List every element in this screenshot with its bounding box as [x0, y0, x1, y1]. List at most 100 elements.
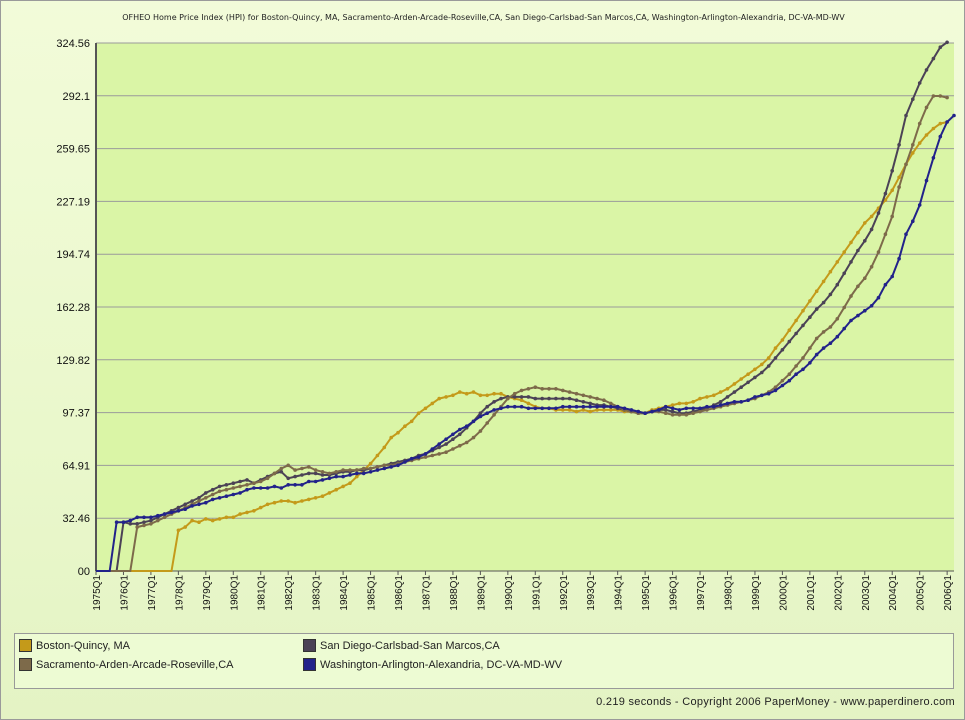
data-point-washington-arlington-alexandria-dc-va-md-wv: [114, 520, 119, 524]
data-point-boston-quincy-ma: [368, 461, 373, 466]
data-point-sacramento-arden-arcade-roseville-ca: [794, 364, 798, 368]
data-point-sacramento-arden-arcade-roseville-ca: [567, 390, 572, 394]
data-point-sacramento-arden-arcade-roseville-ca: [458, 443, 462, 448]
legend-item-san-diego: San Diego-Carlsbad-San Marcos,CA: [303, 639, 500, 652]
data-point-washington-arlington-alexandria-dc-va-md-wv: [609, 404, 613, 409]
data-point-boston-quincy-ma: [842, 250, 846, 254]
x-tick-label: 1998Q1: [723, 575, 734, 611]
data-point-boston-quincy-ma: [210, 518, 215, 523]
data-point-boston-quincy-ma: [252, 509, 256, 513]
data-point-washington-arlington-alexandria-dc-va-md-wv: [396, 463, 400, 468]
data-point-washington-arlington-alexandria-dc-va-md-wv: [451, 432, 455, 437]
data-point-washington-arlington-alexandria-dc-va-md-wv: [313, 479, 318, 484]
data-point-washington-arlington-alexandria-dc-va-md-wv: [657, 408, 661, 412]
data-point-san-diego-carlsbad-san-marcos-ca: [588, 401, 592, 406]
data-point-washington-arlington-alexandria-dc-va-md-wv: [128, 518, 133, 523]
data-point-san-diego-carlsbad-san-marcos-ca: [210, 487, 215, 492]
data-point-sacramento-arden-arcade-roseville-ca: [156, 518, 160, 523]
data-point-sacramento-arden-arcade-roseville-ca: [917, 121, 922, 126]
data-point-washington-arlington-alexandria-dc-va-md-wv: [650, 409, 654, 414]
data-point-sacramento-arden-arcade-roseville-ca: [595, 396, 599, 401]
x-tick-label: 1999Q1: [751, 575, 762, 611]
data-point-sacramento-arden-arcade-roseville-ca: [842, 305, 846, 310]
data-point-washington-arlington-alexandria-dc-va-md-wv: [142, 515, 146, 520]
data-point-san-diego-carlsbad-san-marcos-ca: [931, 56, 936, 61]
y-tick-label: 162.28: [56, 302, 90, 314]
data-point-sacramento-arden-arcade-roseville-ca: [684, 413, 689, 417]
y-tick-label: 194.74: [56, 249, 90, 261]
data-point-boston-quincy-ma: [396, 430, 400, 435]
data-point-san-diego-carlsbad-san-marcos-ca: [897, 143, 901, 147]
data-point-san-diego-carlsbad-san-marcos-ca: [458, 432, 462, 437]
data-point-washington-arlington-alexandria-dc-va-md-wv: [890, 274, 894, 279]
data-point-boston-quincy-ma: [375, 453, 380, 458]
data-point-boston-quincy-ma: [204, 517, 208, 521]
data-point-san-diego-carlsbad-san-marcos-ca: [835, 282, 840, 287]
data-point-sacramento-arden-arcade-roseville-ca: [382, 463, 387, 468]
data-point-washington-arlington-alexandria-dc-va-md-wv: [547, 406, 551, 411]
legend-label-san-diego: San Diego-Carlsbad-San Marcos,CA: [320, 639, 500, 652]
data-point-san-diego-carlsbad-san-marcos-ca: [821, 300, 826, 305]
data-point-washington-arlington-alexandria-dc-va-md-wv: [636, 409, 641, 414]
data-point-boston-quincy-ma: [485, 393, 490, 398]
data-point-sacramento-arden-arcade-roseville-ca: [313, 468, 318, 472]
data-point-boston-quincy-ma: [451, 393, 455, 398]
data-point-sacramento-arden-arcade-roseville-ca: [286, 463, 291, 468]
data-point-san-diego-carlsbad-san-marcos-ca: [286, 476, 291, 481]
x-tick-label: 1996Q1: [669, 575, 680, 611]
x-tick-label: 1984Q1: [339, 575, 350, 611]
data-point-washington-arlington-alexandria-dc-va-md-wv: [808, 361, 812, 365]
chart-plot: 00 32.46 64.91 97.37 129.82 162.28 194.74 227.1…: [56, 38, 956, 611]
data-point-washington-arlington-alexandria-dc-va-md-wv: [348, 473, 352, 477]
data-point-washington-arlington-alexandria-dc-va-md-wv: [725, 401, 730, 406]
data-point-boston-quincy-ma: [670, 403, 675, 407]
data-point-sacramento-arden-arcade-roseville-ca: [698, 409, 702, 414]
data-point-san-diego-carlsbad-san-marcos-ca: [197, 496, 201, 500]
data-point-sacramento-arden-arcade-roseville-ca: [588, 395, 592, 399]
data-point-washington-arlington-alexandria-dc-va-md-wv: [506, 404, 510, 409]
data-point-sacramento-arden-arcade-roseville-ca: [883, 232, 888, 236]
data-point-washington-arlington-alexandria-dc-va-md-wv: [842, 326, 846, 331]
data-point-sacramento-arden-arcade-roseville-ca: [300, 466, 304, 471]
data-point-sacramento-arden-arcade-roseville-ca: [526, 387, 531, 391]
data-point-washington-arlington-alexandria-dc-va-md-wv: [828, 341, 833, 346]
x-tick-label: 1978Q1: [174, 575, 185, 611]
x-tick-label: 1980Q1: [229, 575, 240, 611]
data-point-boston-quincy-ma: [389, 435, 394, 440]
data-point-washington-arlington-alexandria-dc-va-md-wv: [320, 478, 325, 482]
data-point-boston-quincy-ma: [272, 500, 277, 505]
data-point-washington-arlington-alexandria-dc-va-md-wv: [492, 408, 496, 412]
data-point-washington-arlington-alexandria-dc-va-md-wv: [904, 232, 908, 236]
data-point-boston-quincy-ma: [801, 308, 805, 313]
data-point-sacramento-arden-arcade-roseville-ca: [547, 387, 551, 391]
data-point-san-diego-carlsbad-san-marcos-ca: [190, 499, 194, 503]
data-point-washington-arlington-alexandria-dc-va-md-wv: [540, 406, 544, 411]
data-point-san-diego-carlsbad-san-marcos-ca: [224, 483, 229, 487]
data-point-washington-arlington-alexandria-dc-va-md-wv: [629, 408, 634, 412]
data-point-san-diego-carlsbad-san-marcos-ca: [149, 518, 153, 523]
data-point-washington-arlington-alexandria-dc-va-md-wv: [567, 404, 572, 409]
x-tick-label: 1977Q1: [147, 575, 158, 611]
data-point-washington-arlington-alexandria-dc-va-md-wv: [739, 400, 743, 404]
data-point-washington-arlington-alexandria-dc-va-md-wv: [293, 483, 297, 487]
data-point-washington-arlington-alexandria-dc-va-md-wv: [499, 406, 503, 411]
data-point-washington-arlington-alexandria-dc-va-md-wv: [595, 404, 599, 409]
data-point-boston-quincy-ma: [712, 393, 716, 398]
data-point-washington-arlington-alexandria-dc-va-md-wv: [856, 313, 860, 318]
data-point-san-diego-carlsbad-san-marcos-ca: [217, 484, 222, 489]
y-tick-label: 32.46: [62, 513, 90, 525]
data-point-washington-arlington-alexandria-dc-va-md-wv: [197, 502, 201, 507]
data-point-san-diego-carlsbad-san-marcos-ca: [917, 81, 922, 85]
data-point-washington-arlington-alexandria-dc-va-md-wv: [458, 427, 462, 432]
data-point-san-diego-carlsbad-san-marcos-ca: [142, 520, 146, 524]
data-point-washington-arlington-alexandria-dc-va-md-wv: [464, 424, 469, 429]
data-point-sacramento-arden-arcade-roseville-ca: [430, 453, 435, 458]
data-point-boston-quincy-ma: [382, 445, 387, 450]
x-tick-label: 2001Q1: [806, 575, 817, 611]
data-point-san-diego-carlsbad-san-marcos-ca: [554, 396, 558, 401]
data-point-sacramento-arden-arcade-roseville-ca: [375, 465, 380, 469]
data-point-washington-arlington-alexandria-dc-va-md-wv: [780, 383, 785, 388]
x-tick-label: 1995Q1: [641, 575, 652, 611]
data-point-sacramento-arden-arcade-roseville-ca: [512, 391, 517, 396]
data-point-boston-quincy-ma: [917, 141, 922, 145]
